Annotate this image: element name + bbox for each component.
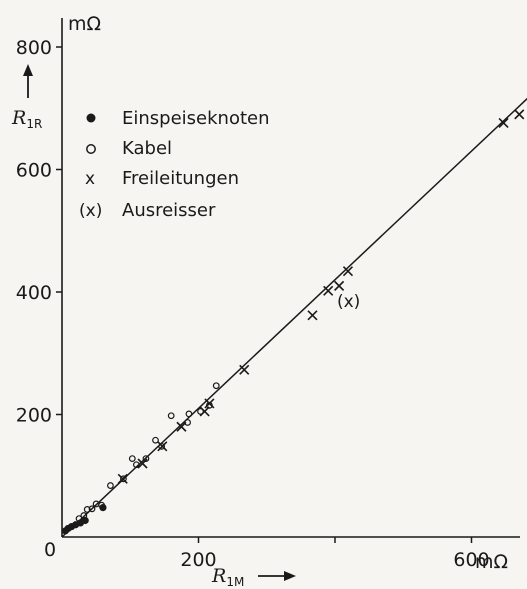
point-circle-1	[80, 512, 88, 519]
point-circle-8	[128, 455, 136, 463]
y-tick-label-200: 200	[16, 405, 52, 427]
legend-kabel-marker	[86, 144, 96, 154]
annotations: (x)	[337, 292, 360, 312]
outlier-annotation: (x)	[337, 292, 360, 312]
legend-kabel-label: Kabel	[122, 138, 172, 159]
point-circle-16	[212, 382, 220, 390]
y-tick-label-400: 400	[16, 282, 52, 304]
point-x-8	[323, 285, 334, 296]
legend-frei-label: Freileitungen	[122, 168, 239, 189]
point-x-12	[514, 109, 525, 120]
x-axis-title-symbol: R	[211, 565, 226, 587]
legend-einspeise-marker	[86, 113, 96, 123]
point-x-6	[239, 364, 250, 375]
point-circle-2	[83, 506, 91, 513]
point-circle-12	[158, 442, 166, 450]
y-axis-arrowhead	[23, 64, 33, 76]
legend: Einspeiseknoten Kabel x Freileitungen (x…	[79, 108, 270, 221]
x-axis-unit: mΩ	[475, 551, 508, 573]
point-x-1	[137, 458, 148, 469]
axis-ticks: 200 400 600 800 200 600	[16, 37, 490, 571]
point-circle-7	[120, 475, 127, 483]
x-axis-title-subscript: 1M	[226, 575, 244, 589]
point-circle-0	[75, 515, 83, 523]
point-x-11	[498, 117, 509, 129]
point-circle-3	[88, 505, 96, 513]
y-axis-title-symbol: R	[11, 107, 26, 129]
point-x-10	[342, 266, 354, 277]
point-circle-10	[142, 455, 150, 463]
legend-ausreisser-label: Ausreisser	[122, 200, 216, 221]
legend-frei-marker: x	[85, 169, 95, 189]
legend-ausreisser-marker: (x)	[79, 201, 102, 221]
x-axis-arrowhead	[284, 571, 296, 581]
point-circle-9	[132, 461, 140, 469]
data-points	[61, 109, 525, 535]
y-axis-title: R1R	[11, 107, 42, 131]
y-tick-label-600: 600	[16, 160, 52, 182]
point-circle-11	[152, 436, 159, 444]
point-x-5	[204, 398, 215, 409]
x-tick-label-200: 200	[180, 549, 216, 571]
point-x-2	[157, 441, 168, 452]
x-tick-label-600: 600	[453, 549, 489, 571]
point-circle-14	[185, 410, 193, 418]
point-x-3	[176, 421, 187, 432]
y-tick-label-800: 800	[16, 37, 52, 59]
x-axis-title: R1M	[211, 565, 244, 589]
point-x-9	[334, 280, 345, 291]
point-x-7	[307, 310, 318, 321]
point-circle-15	[197, 408, 204, 415]
origin-label: 0	[44, 539, 56, 561]
point-x-0	[117, 473, 128, 484]
point-circle-5	[98, 501, 105, 509]
y-axis-unit: mΩ	[68, 13, 101, 35]
point-circle-6	[107, 482, 114, 489]
y-axis-title-subscript: 1R	[26, 117, 42, 131]
point-circle-13	[167, 412, 175, 420]
legend-einspeise-label: Einspeiseknoten	[122, 108, 270, 129]
point-x-4	[199, 406, 210, 417]
